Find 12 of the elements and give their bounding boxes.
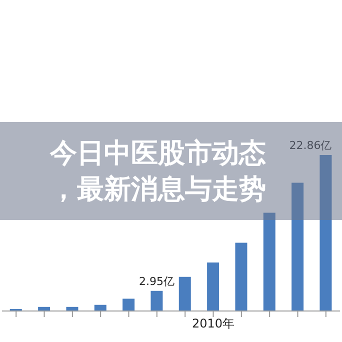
bar [150,290,163,311]
bar [263,212,276,311]
bar [207,262,220,311]
bar [178,276,191,311]
bar [122,298,135,311]
x-tick-label: 2010年 [192,316,235,331]
bar [320,155,332,311]
data-label: 22.86亿 [289,139,332,152]
bar [235,242,248,311]
bar [292,182,304,311]
data-label: 2.95亿 [138,274,174,288]
chart-title: 今日中医股市动态，最新消息与走势 [50,137,266,207]
